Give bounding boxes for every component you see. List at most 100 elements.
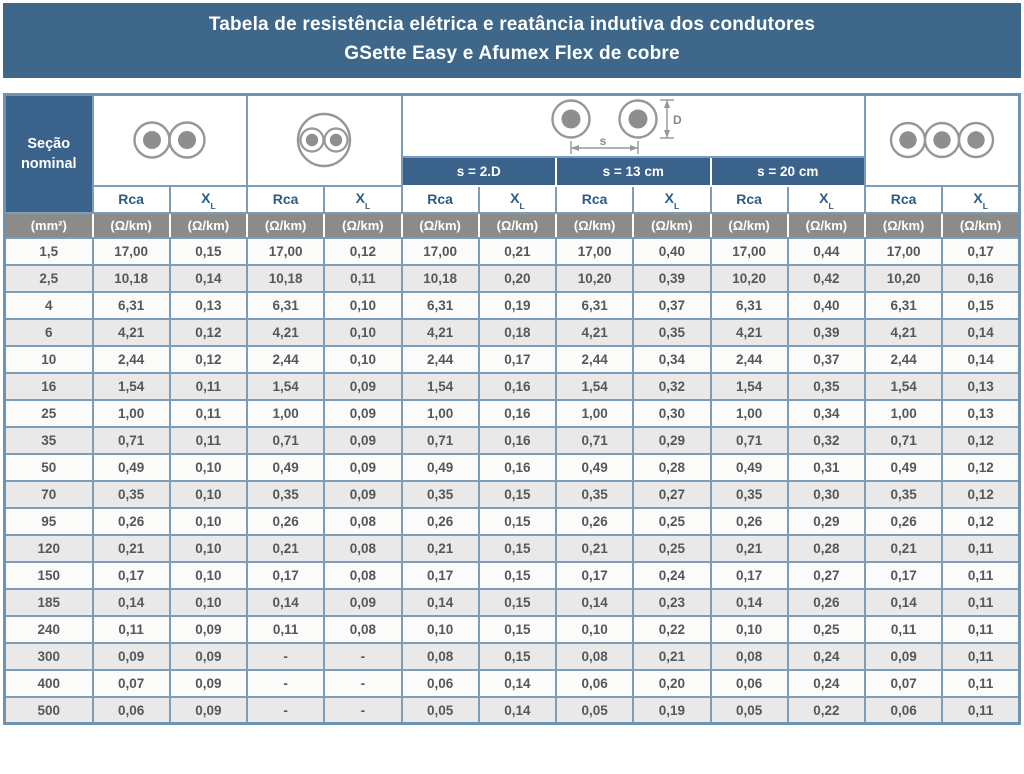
value-cell: 0,14	[477, 695, 558, 725]
value-cell: 0,12	[941, 452, 1021, 482]
value-cell: 0,17	[554, 560, 635, 590]
table-row: 95 0,26 0,10 0,26 0,08 0,26 0,15 0,26 0,25 0,26 0,…	[3, 506, 1021, 536]
xl-base: X	[510, 189, 520, 206]
value-cell: 0,32	[786, 425, 867, 455]
icon-header-row: Seção nominal	[3, 93, 1021, 214]
value-cell: 0,07	[863, 668, 944, 698]
table-row: 500 0,06 0,09- -0,05 0,14 0,05 0,19 0,05 0,22 0,0…	[3, 695, 1021, 725]
group-spaced-cables-header: s D	[400, 93, 866, 158]
value-cell: -	[323, 668, 403, 698]
value-cell: 4,21	[91, 317, 171, 347]
value-cell: 0,14	[91, 587, 171, 617]
table-title: Tabela de resistência elétrica e reatânc…	[3, 3, 1021, 78]
value-cell: 0,15	[477, 587, 558, 617]
xl-base: X	[664, 189, 674, 206]
xl-subscript: L	[210, 200, 216, 211]
value-cell: 0,32	[632, 371, 712, 401]
value-cell: 0,15	[477, 479, 558, 509]
value-cell: 0,35	[709, 479, 789, 509]
rca-column-header: Rca	[91, 184, 171, 214]
value-cell: 6,31	[245, 290, 326, 320]
value-cell: 0,10	[323, 344, 403, 374]
value-cell: 0,11	[941, 560, 1021, 590]
value-cell: 2,44	[91, 344, 171, 374]
value-cell: 0,11	[91, 614, 171, 644]
group-three-single-cables-header	[864, 93, 1021, 187]
value-cell: 0,21	[477, 236, 558, 266]
xl-column-header: XL	[477, 184, 558, 214]
value-cell: 0,21	[632, 641, 712, 671]
unit-cell: (Ω/km)	[323, 211, 403, 239]
value-cell: 0,24	[786, 668, 867, 698]
value-cell: 4,21	[863, 317, 944, 347]
value-cell: 0,26	[91, 506, 171, 536]
value-cell: 0,24	[632, 560, 712, 590]
table-row: 70 0,35 0,10 0,35 0,09 0,35 0,15 0,35 0,27 0,35 0,…	[3, 479, 1021, 509]
value-cell: 0,16	[941, 263, 1021, 293]
value-cell: 0,06	[554, 668, 635, 698]
section-header-cell: Seção nominal	[3, 93, 94, 214]
value-cell: 0,14	[941, 344, 1021, 374]
value-cell: 0,40	[632, 236, 712, 266]
value-cell: 0,06	[91, 695, 171, 725]
spacing-subheader-cell: s = 13 cm	[555, 155, 712, 187]
unit-cell: (Ω/km)	[941, 211, 1021, 239]
value-cell: 0,35	[91, 479, 171, 509]
value-cell: 1,54	[91, 371, 171, 401]
value-cell: 0,71	[709, 425, 789, 455]
value-cell: 0,15	[477, 614, 558, 644]
value-cell: 0,11	[941, 641, 1021, 671]
value-cell: 0,49	[400, 452, 480, 482]
section-value-cell: 300	[3, 641, 94, 671]
value-cell: 0,10	[323, 317, 403, 347]
value-cell: 0,08	[323, 560, 403, 590]
value-cell: 0,37	[632, 290, 712, 320]
dimension-d-label: D	[673, 113, 682, 127]
table-row: 25 1,00 0,11 1,00 0,09 1,00 0,16 1,00 0,30 1,00 0,…	[3, 398, 1021, 428]
value-cell: 0,20	[632, 668, 712, 698]
value-cell: 0,35	[863, 479, 944, 509]
rca-column-header: Rca	[709, 184, 789, 214]
section-value-cell: 400	[3, 668, 94, 698]
value-cell: 0,14	[709, 587, 789, 617]
xl-subscript: L	[828, 200, 834, 211]
value-cell: 0,17	[941, 236, 1021, 266]
value-cell: 0,09	[323, 587, 403, 617]
value-cell: 4,21	[709, 317, 789, 347]
xl-base: X	[355, 189, 365, 206]
value-cell: 0,49	[863, 452, 944, 482]
section-value-cell: 120	[3, 533, 94, 563]
value-cell: 1,00	[863, 398, 944, 428]
two-single-cables-icon	[133, 121, 206, 160]
value-cell: 0,08	[323, 614, 403, 644]
value-cell: 10,18	[245, 263, 326, 293]
unit-cell: (Ω/km)	[786, 211, 867, 239]
value-cell: 0,71	[245, 425, 326, 455]
table-row: 16 1,54 0,11 1,54 0,09 1,54 0,16 1,54 0,32 1,54 0,…	[3, 371, 1021, 401]
value-cell: 0,11	[941, 614, 1021, 644]
table-row: 50 0,49 0,10 0,49 0,09 0,49 0,16 0,49 0,28 0,49 0,…	[3, 452, 1021, 482]
value-cell: 0,09	[168, 695, 249, 725]
value-cell: 0,15	[477, 641, 558, 671]
section-value-cell: 16	[3, 371, 94, 401]
value-cell: -	[323, 641, 403, 671]
value-cell: 1,00	[554, 398, 635, 428]
value-cell: 0,25	[632, 533, 712, 563]
unit-cell: (Ω/km)	[477, 211, 558, 239]
value-cell: 0,10	[168, 560, 249, 590]
dimension-s-label: s	[600, 134, 607, 148]
units-row: (mm²) (Ω/km) (Ω/km) (Ω/km) (Ω/km) (Ω/km) (Ω/k…	[3, 211, 1021, 239]
value-cell: 0,14	[941, 317, 1021, 347]
value-cell: 0,15	[477, 533, 558, 563]
value-cell: 0,12	[941, 425, 1021, 455]
value-cell: 0,10	[168, 506, 249, 536]
value-cell: 0,06	[709, 668, 789, 698]
value-cell: 0,12	[168, 317, 249, 347]
section-value-cell: 500	[3, 695, 94, 725]
value-cell: 0,17	[91, 560, 171, 590]
value-cell: 0,09	[323, 479, 403, 509]
section-value-cell: 10	[3, 344, 94, 374]
title-line-1: Tabela de resistência elétrica e reatânc…	[208, 14, 816, 35]
value-cell: 0,11	[863, 614, 944, 644]
xl-subscript: L	[364, 200, 371, 211]
